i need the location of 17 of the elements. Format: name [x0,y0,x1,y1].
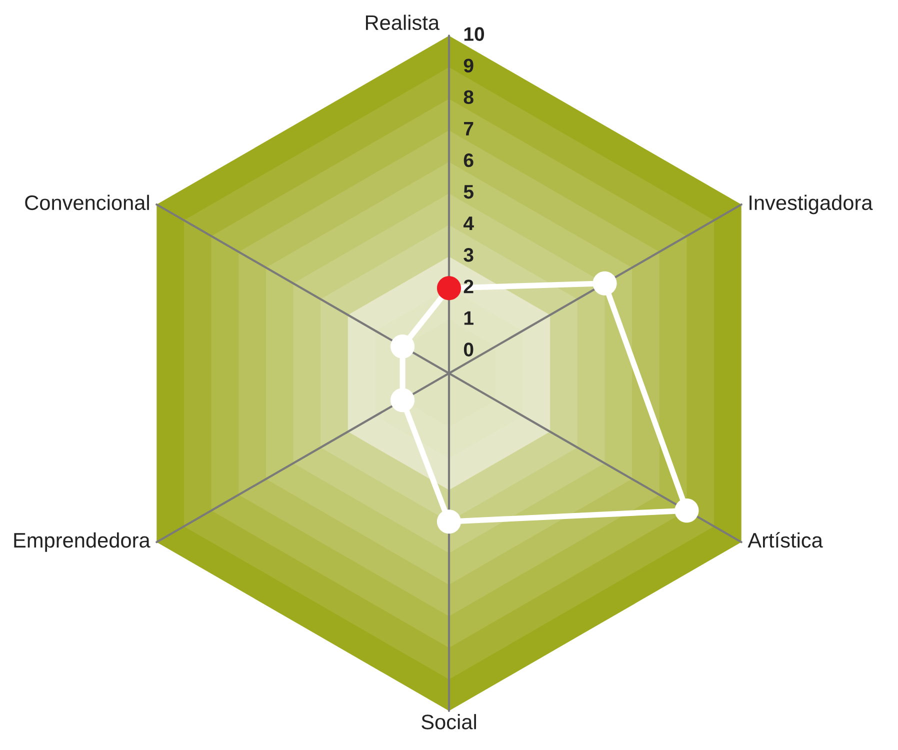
y-tick-label: 3 [464,248,474,262]
spoke-label: Emprendedora [14,532,150,552]
y-tick-label: 6 [464,153,474,168]
y-tick-label: 4 [463,216,474,230]
spoke-label: Artística [748,532,823,548]
y-tick-label: 10 [464,27,484,41]
y-tick-label: 1 [464,311,474,325]
spoke-label: Investigadora [750,194,873,214]
spoke-label: Social [422,714,476,730]
y-tick-label: 0 [464,342,474,356]
y-tick-label: 5 [464,185,474,199]
y-tick-label: 8 [464,90,474,104]
y-tick-label: 7 [464,122,474,136]
spoke-label: Convencional [25,194,149,210]
y-tick-label: 2 [464,280,474,294]
spoke-label: Realista [366,14,440,30]
y-tick-label: 9 [464,58,474,72]
